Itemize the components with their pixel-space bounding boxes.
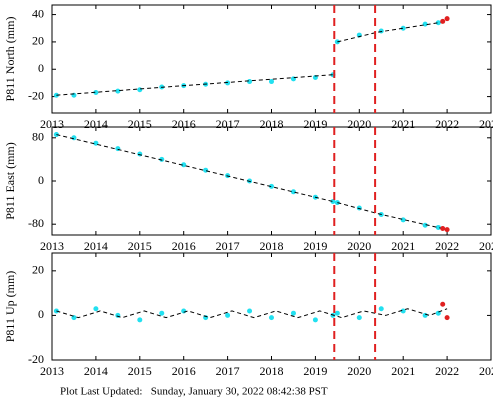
y-tick-label: 20	[32, 263, 44, 277]
y-axis-label: P811 Up (mm)	[3, 271, 17, 343]
y-tick-label: 80	[32, 130, 44, 144]
x-tick-label: 2016	[172, 364, 196, 378]
x-tick-label: 2017	[216, 239, 240, 253]
footer: Plot Last Updated: Sunday, January 30, 2…	[60, 386, 328, 398]
y-tick-label: -80	[28, 216, 44, 230]
data-point	[93, 89, 99, 95]
data-point	[440, 226, 446, 232]
data-point	[137, 87, 143, 93]
data-point	[444, 227, 450, 233]
y-axis-label: P811 North (mm)	[3, 17, 17, 102]
data-point	[400, 217, 406, 223]
y-axis-label: P811 East (mm)	[3, 142, 17, 220]
model-line	[56, 308, 448, 319]
x-tick-label: 2015	[128, 364, 152, 378]
x-tick-label: 2013	[40, 364, 64, 378]
data-point	[312, 317, 318, 323]
data-point	[330, 199, 336, 205]
data-point	[159, 310, 165, 316]
data-point	[356, 205, 362, 211]
data-point	[435, 224, 441, 230]
data-point	[378, 306, 384, 312]
data-point	[378, 28, 384, 34]
data-point	[400, 25, 406, 31]
data-point	[269, 79, 274, 85]
data-point	[290, 310, 296, 316]
data-point	[247, 79, 253, 85]
data-point	[71, 135, 77, 141]
y-tick-label: -20	[28, 88, 44, 102]
x-tick-label: 2023	[479, 364, 493, 378]
x-tick-label: 2023	[479, 239, 493, 253]
data-point	[247, 308, 253, 314]
data-point	[269, 315, 274, 321]
data-point	[137, 317, 143, 323]
data-point	[440, 18, 446, 24]
data-point	[435, 20, 441, 26]
x-tick-label: 2022	[435, 364, 459, 378]
x-tick-label: 2019	[303, 239, 327, 253]
data-point	[137, 151, 143, 157]
data-point	[422, 222, 428, 228]
data-point	[93, 306, 99, 312]
x-tick-label: 2019	[303, 364, 327, 378]
data-point	[225, 312, 231, 318]
y-tick-label: 0	[38, 173, 44, 187]
x-tick-label: 2014	[84, 239, 108, 253]
data-point	[334, 310, 340, 316]
data-point	[181, 162, 187, 168]
x-tick-label: 2020	[347, 239, 371, 253]
data-point	[93, 140, 99, 146]
x-tick-label: 2015	[128, 239, 152, 253]
y-tick-label: -20	[28, 352, 44, 366]
data-point	[444, 315, 450, 321]
plot-frame	[51, 126, 492, 236]
model-line	[56, 134, 448, 231]
x-tick-label: 2021	[391, 364, 415, 378]
data-point	[181, 308, 187, 314]
data-point	[115, 88, 121, 94]
data-point	[440, 301, 446, 307]
data-point	[356, 315, 362, 321]
plot-frame	[51, 4, 492, 114]
x-tick-label: 2014	[84, 364, 108, 378]
y-tick-label: 20	[32, 34, 44, 48]
x-tick-label: 2018	[260, 364, 284, 378]
data-point	[203, 167, 209, 173]
y-tick-label: 40	[32, 6, 44, 20]
x-tick-label: 2013	[40, 239, 64, 253]
data-point	[159, 156, 165, 162]
y-tick-label: 0	[38, 61, 44, 75]
x-tick-label: 2016	[172, 239, 196, 253]
data-point	[422, 21, 428, 27]
y-tick-label: 0	[38, 307, 44, 321]
data-point	[444, 16, 450, 22]
x-tick-label: 2018	[260, 239, 284, 253]
plot-frame	[51, 252, 492, 361]
x-tick-label: 2017	[216, 364, 240, 378]
data-point	[422, 312, 428, 318]
data-point	[269, 183, 274, 189]
x-tick-label: 2020	[347, 364, 371, 378]
data-point	[400, 308, 406, 314]
data-point	[290, 189, 296, 195]
x-tick-label: 2021	[391, 239, 415, 253]
x-tick-label: 2022	[435, 239, 459, 253]
model-line	[56, 20, 448, 96]
